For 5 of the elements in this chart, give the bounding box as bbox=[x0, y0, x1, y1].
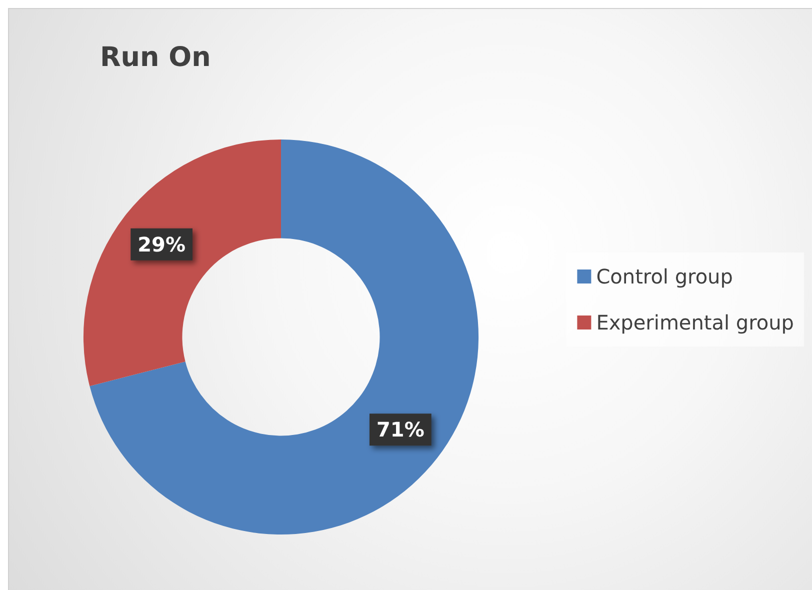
legend-label: Control group bbox=[596, 264, 733, 288]
chart-title: Run On bbox=[100, 42, 211, 73]
legend-label: Experimental group bbox=[596, 310, 794, 334]
data-label: 71% bbox=[376, 418, 424, 442]
data-label: 29% bbox=[138, 232, 186, 256]
